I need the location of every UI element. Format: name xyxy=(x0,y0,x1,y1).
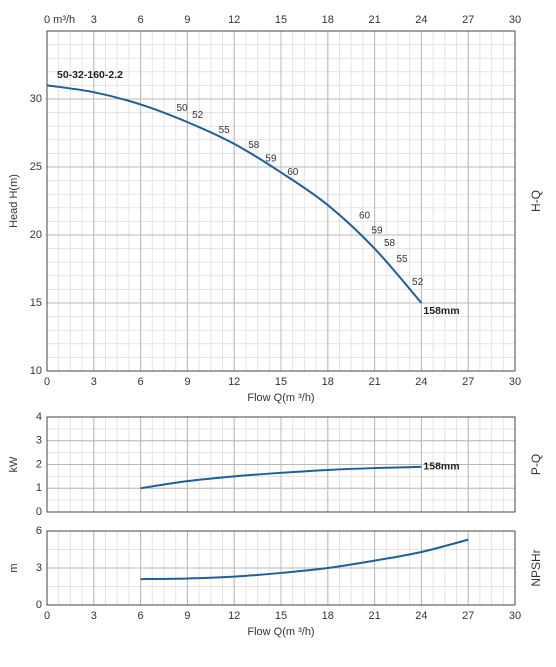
efficiency-label: 60 xyxy=(359,211,371,222)
efficiency-label: 52 xyxy=(412,277,424,288)
side-label: NPSHr xyxy=(529,549,543,586)
top-x-tick-label: 6 xyxy=(138,14,144,26)
top-x-tick-label: 0 m³/h xyxy=(44,14,75,26)
efficiency-label: 58 xyxy=(248,140,260,151)
x-tick-label: 24 xyxy=(415,610,427,622)
x-tick-label: 9 xyxy=(184,376,190,388)
curve xyxy=(140,465,422,490)
efficiency-label: 55 xyxy=(396,254,408,265)
x-tick-label: 9 xyxy=(184,610,190,622)
side-label: P-Q xyxy=(529,454,543,475)
curve xyxy=(46,84,423,304)
y-axis-label: Head H(m) xyxy=(8,174,20,228)
efficiency-label: 55 xyxy=(219,125,231,136)
curve-end-label: 158mm xyxy=(423,461,459,473)
curve-name: 50-32-160-2.2 xyxy=(57,69,123,81)
x-tick-label: 3 xyxy=(91,610,97,622)
plot-frame xyxy=(46,30,516,372)
y-tick-label: 0 xyxy=(36,506,42,518)
top-x-tick-label: 3 xyxy=(91,14,97,26)
top-x-tick-label: 24 xyxy=(415,14,427,26)
y-tick-label: 2 xyxy=(36,458,42,470)
side-label: H-Q xyxy=(529,190,543,212)
plot-frame xyxy=(46,530,516,606)
x-tick-label: 12 xyxy=(228,376,240,388)
top-x-tick-label: 30 xyxy=(509,14,521,26)
top-x-tick-label: 27 xyxy=(462,14,474,26)
x-tick-label: 6 xyxy=(138,610,144,622)
x-tick-label: 3 xyxy=(91,376,97,388)
x-tick-label: 24 xyxy=(415,376,427,388)
efficiency-label: 59 xyxy=(371,226,383,237)
efficiency-label: 52 xyxy=(192,110,204,121)
x-tick-label: 27 xyxy=(462,376,474,388)
x-tick-label: 30 xyxy=(509,610,521,622)
y-axis-label: m xyxy=(8,563,20,572)
top-x-tick-label: 9 xyxy=(184,14,190,26)
top-x-tick-label: 21 xyxy=(368,14,380,26)
curve-end-label: 158mm xyxy=(423,305,459,317)
y-tick-label: 20 xyxy=(30,229,42,241)
x-tick-label: 21 xyxy=(368,610,380,622)
x-tick-label: 30 xyxy=(509,376,521,388)
x-tick-label: 0 xyxy=(44,610,50,622)
x-tick-label: 18 xyxy=(322,376,334,388)
x-axis-label: Flow Q(m ³/h) xyxy=(247,626,314,638)
y-tick-label: 15 xyxy=(30,297,42,309)
y-tick-label: 0 xyxy=(36,599,42,611)
x-tick-label: 15 xyxy=(275,376,287,388)
y-axis-label: kW xyxy=(8,456,20,473)
y-tick-label: 10 xyxy=(30,365,42,377)
y-tick-label: 6 xyxy=(36,525,42,537)
x-tick-label: 0 xyxy=(44,376,50,388)
y-tick-label: 30 xyxy=(30,93,42,105)
y-tick-label: 3 xyxy=(36,435,42,447)
top-x-tick-label: 12 xyxy=(228,14,240,26)
efficiency-label: 58 xyxy=(384,238,396,249)
x-tick-label: 18 xyxy=(322,610,334,622)
top-x-tick-label: 18 xyxy=(322,14,334,26)
top-x-tick-label: 15 xyxy=(275,14,287,26)
curve xyxy=(140,538,469,581)
x-tick-label: 15 xyxy=(275,610,287,622)
plot-frame xyxy=(46,416,516,513)
y-tick-label: 3 xyxy=(36,562,42,574)
y-tick-label: 4 xyxy=(36,411,42,423)
x-axis-label: Flow Q(m ³/h) xyxy=(247,392,314,404)
efficiency-label: 59 xyxy=(265,153,277,164)
x-tick-label: 27 xyxy=(462,610,474,622)
x-tick-label: 21 xyxy=(368,376,380,388)
x-tick-label: 6 xyxy=(138,376,144,388)
y-tick-label: 25 xyxy=(30,161,42,173)
efficiency-label: 50 xyxy=(176,103,188,114)
y-tick-label: 1 xyxy=(36,482,42,494)
x-tick-label: 12 xyxy=(228,610,240,622)
efficiency-label: 60 xyxy=(287,167,299,178)
